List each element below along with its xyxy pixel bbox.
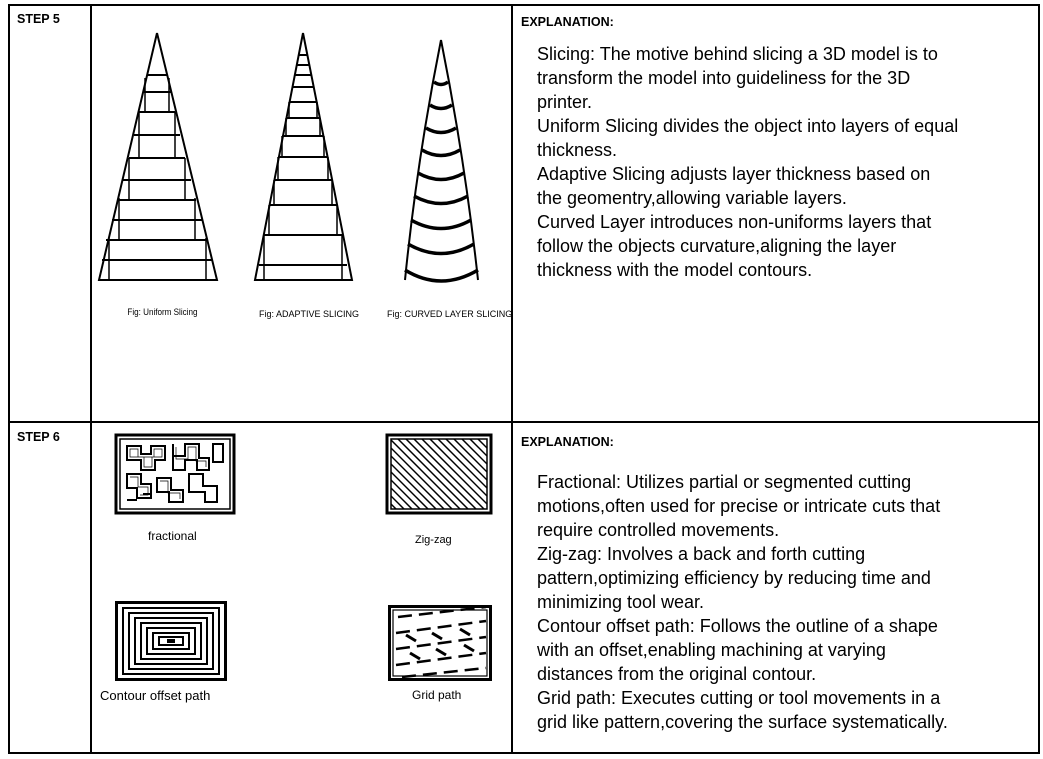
step5-line: thickness with the model contours. bbox=[537, 260, 813, 280]
step6-line: require controlled movements. bbox=[537, 520, 780, 540]
step6-line: Fractional: Utilizes partial or segmente… bbox=[537, 472, 912, 492]
step6-explanation-heading: EXPLANATION: bbox=[521, 435, 614, 449]
step6-line: grid like pattern,covering the surface s… bbox=[537, 712, 948, 732]
step5-line: Curved Layer introduces non-uniforms lay… bbox=[537, 212, 932, 232]
step5-line: transform the model into guideliness for… bbox=[537, 68, 911, 88]
step6-line: motions,often used for precise or intric… bbox=[537, 496, 941, 516]
step6-line: minimizing tool wear. bbox=[537, 592, 705, 612]
steps-table bbox=[8, 4, 1040, 754]
fractional-caption: fractional bbox=[148, 529, 197, 543]
row-divider bbox=[8, 421, 1040, 423]
zigzag-pattern-figure bbox=[385, 433, 493, 515]
grid-path-pattern-figure bbox=[388, 605, 492, 681]
step5-line: printer. bbox=[537, 92, 593, 112]
step5-explanation: Slicing: The motive behind slicing a 3D … bbox=[537, 42, 1037, 282]
step5-line: Uniform Slicing divides the object into … bbox=[537, 116, 959, 136]
step6-line: with an offset,enabling machining at var… bbox=[537, 640, 886, 660]
step5-line: Slicing: The motive behind slicing a 3D … bbox=[537, 44, 938, 64]
step6-line: Zig-zag: Involves a back and forth cutti… bbox=[537, 544, 866, 564]
contour-offset-pattern-figure bbox=[115, 601, 227, 681]
zigzag-caption: Zig-zag bbox=[415, 534, 452, 546]
column-divider-1 bbox=[90, 4, 92, 754]
column-divider-2 bbox=[511, 4, 513, 754]
adaptive-caption: Fig: ADAPTIVE SLICING bbox=[259, 309, 359, 319]
curved-caption: Fig: CURVED LAYER SLICING bbox=[387, 309, 512, 319]
step5-explanation-heading: EXPLANATION: bbox=[521, 15, 614, 29]
step5-line: Adaptive Slicing adjusts layer thickness… bbox=[537, 164, 931, 184]
step6-line: distances from the original contour. bbox=[537, 664, 817, 684]
uniform-caption: Fig: Uniform Slicing bbox=[127, 307, 197, 318]
adaptive-slicing-figure: Fig: ADAPTIVE SLICING bbox=[253, 32, 359, 319]
curved-layer-slicing-figure: Fig: CURVED LAYER SLICING bbox=[387, 39, 512, 319]
step6-line: pattern,optimizing efficiency by reducin… bbox=[537, 568, 931, 588]
fractional-pattern-figure bbox=[114, 433, 236, 515]
step6-line: Contour offset path: Follows the outline… bbox=[537, 616, 938, 636]
step5-label: STEP 5 bbox=[17, 12, 60, 26]
step5-line: thickness. bbox=[537, 140, 618, 160]
step6-label: STEP 6 bbox=[17, 430, 60, 444]
step6-line: Grid path: Executes cutting or tool move… bbox=[537, 688, 941, 708]
contour-caption: Contour offset path bbox=[100, 688, 211, 703]
step5-line: the geomentry,allowing variable layers. bbox=[537, 188, 847, 208]
grid-caption: Grid path bbox=[412, 688, 462, 702]
step6-explanation: Fractional: Utilizes partial or segmente… bbox=[537, 470, 1037, 734]
step5-line: follow the objects curvature,aligning th… bbox=[537, 236, 897, 256]
uniform-slicing-figure: Fig: Uniform Slicing bbox=[97, 32, 219, 318]
